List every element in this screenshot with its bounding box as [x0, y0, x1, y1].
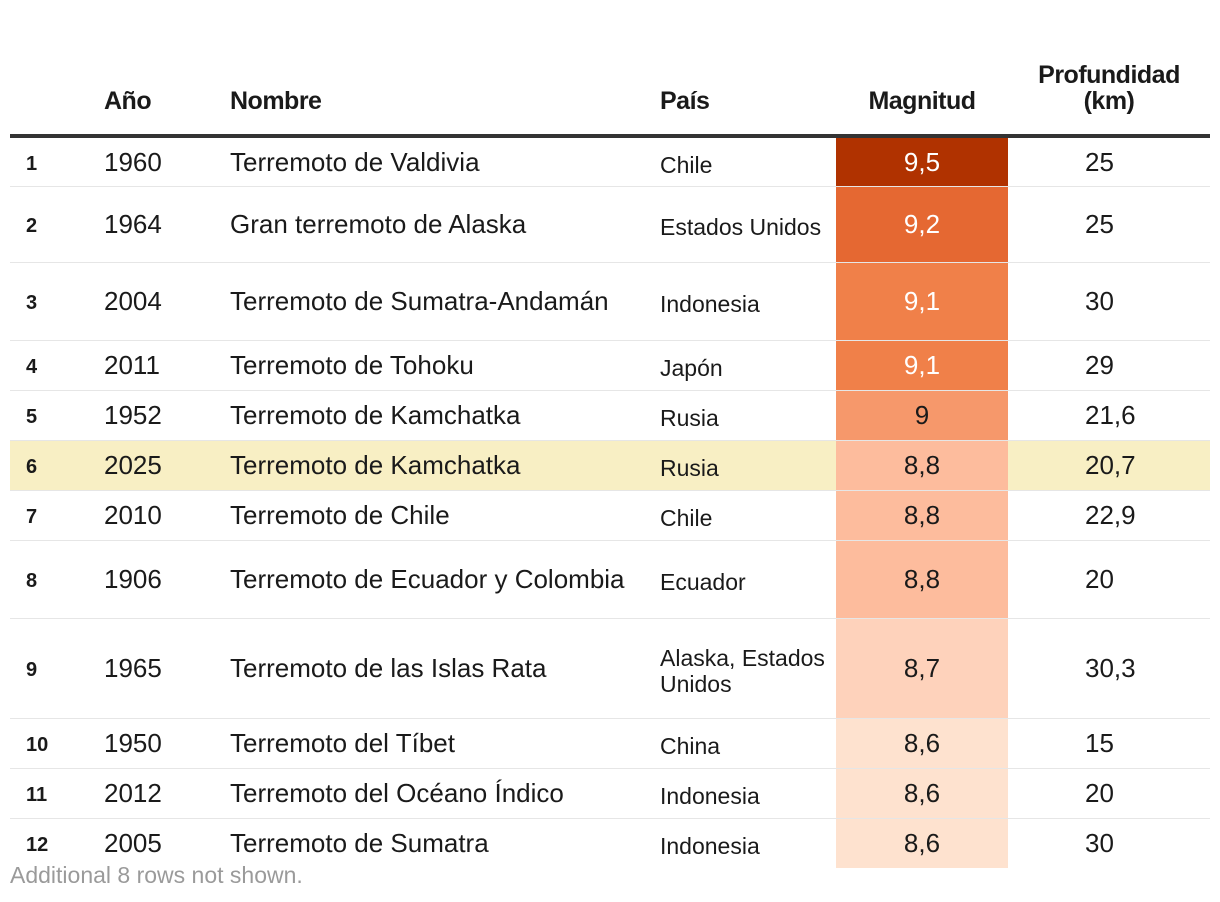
name-cell: Terremoto de Valdivia — [230, 136, 660, 187]
name-cell: Terremoto de las Islas Rata — [230, 618, 660, 719]
header-country: País — [660, 30, 836, 138]
table-row: 1 1960 Terremoto de Valdivia Chile 9,5 25 — [10, 136, 1210, 187]
year-cell: 1950 — [104, 718, 230, 769]
magnitude-cell: 9 — [836, 390, 1008, 441]
name-cell: Terremoto de Kamchatka — [230, 390, 660, 441]
magnitude-cell: 9,1 — [836, 340, 1008, 391]
table-body: 1 1960 Terremoto de Valdivia Chile 9,5 25 2 196… — [10, 136, 1210, 868]
rank-cell: 6 — [10, 440, 104, 491]
country-cell: Indonesia — [660, 768, 836, 819]
magnitude-cell: 9,2 — [836, 186, 1008, 263]
year-cell: 1906 — [104, 540, 230, 619]
country-cell: Chile — [660, 490, 836, 541]
table-row: 4 2011 Terremoto de Tohoku Japón 9,1 29 — [10, 340, 1210, 391]
depth-cell: 25 — [1008, 136, 1210, 187]
year-cell: 2011 — [104, 340, 230, 391]
table-row: 5 1952 Terremoto de Kamchatka Rusia 9 21,6 — [10, 390, 1210, 441]
country-cell: Indonesia — [660, 262, 836, 341]
header-depth-line2: (km) — [1083, 87, 1135, 115]
depth-cell: 30 — [1008, 262, 1210, 341]
table-row: 7 2010 Terremoto de Chile Chile 8,8 22,9 — [10, 490, 1210, 541]
country-cell: Estados Unidos — [660, 186, 836, 263]
header-magnitude: Magnitud — [836, 30, 1008, 138]
table-row: 6 2025 Terremoto de Kamchatka Rusia 8,8 20,7 — [10, 440, 1210, 491]
rank-cell: 1 — [10, 136, 104, 187]
country-cell: Japón — [660, 340, 836, 391]
country-cell: Ecuador — [660, 540, 836, 619]
depth-cell: 30 — [1085, 828, 1114, 859]
name-cell: Terremoto de Tohoku — [230, 340, 660, 391]
year-cell: 2004 — [104, 262, 230, 341]
country-cell: China — [660, 718, 836, 769]
table-row: 9 1965 Terremoto de las Islas Rata Alaska, … — [10, 618, 1210, 719]
rank-cell: 9 — [10, 618, 104, 719]
earthquake-table-container: Año Nombre País Magnitud Profundidad (km)… — [10, 30, 1210, 868]
header-row: Año Nombre País Magnitud Profundidad (km) — [10, 30, 1210, 138]
magnitude-cell: 8,6 — [836, 768, 1008, 819]
name-cell: Terremoto de Ecuador y Colombia — [230, 540, 660, 619]
year-cell: 2012 — [104, 768, 230, 819]
table-row: 3 2004 Terremoto de Sumatra-Andamán Indones… — [10, 262, 1210, 341]
header-year: Año — [104, 30, 230, 138]
depth-cell: 29 — [1008, 340, 1210, 391]
year-cell: 1960 — [104, 136, 230, 187]
country-cell: Indonesia — [660, 833, 760, 860]
name-cell: Terremoto del Tíbet — [230, 718, 660, 769]
depth-cell: 21,6 — [1008, 390, 1210, 441]
magnitude-cell: 8,7 — [836, 618, 1008, 719]
country-cell: Alaska, Estados Unidos — [660, 618, 836, 719]
table-row: 2 1964 Gran terremoto de Alaska Estados Uni… — [10, 186, 1210, 263]
rank-cell: 8 — [10, 540, 104, 619]
rank-cell: 2 — [10, 186, 104, 263]
depth-cell: 20 — [1008, 540, 1210, 619]
magnitude-cell: 9,1 — [836, 262, 1008, 341]
earthquake-table: Año Nombre País Magnitud Profundidad (km)… — [10, 30, 1210, 868]
rank-cell: 3 — [10, 262, 104, 341]
magnitude-cell: 8,6 — [836, 718, 1008, 769]
year-cell: 2010 — [104, 490, 230, 541]
rank-cell: 7 — [10, 490, 104, 541]
depth-cell: 20 — [1008, 768, 1210, 819]
header-depth-line1: Profundidad — [1038, 61, 1180, 89]
rank-cell: 4 — [10, 340, 104, 391]
magnitude-cell: 8,6 — [836, 818, 1008, 868]
table-row: 8 1906 Terremoto de Ecuador y Colombia Ecua… — [10, 540, 1210, 619]
name-cell: Terremoto de Kamchatka — [230, 440, 660, 491]
country-cell: Rusia — [660, 440, 836, 491]
year-cell: 1964 — [104, 186, 230, 263]
magnitude-cell: 9,5 — [836, 136, 1008, 187]
table-row: 11 2012 Terremoto del Océano Índico Indones… — [10, 768, 1210, 819]
depth-cell: 30,3 — [1008, 618, 1210, 719]
year-cell: 2025 — [104, 440, 230, 491]
name-cell: Terremoto de Sumatra — [230, 828, 489, 859]
magnitude-cell: 8,8 — [836, 490, 1008, 541]
header-name: Nombre — [230, 30, 660, 138]
name-cell: Terremoto de Sumatra-Andamán — [230, 262, 660, 341]
name-cell: Gran terremoto de Alaska — [230, 186, 660, 263]
header-depth: Profundidad (km) — [1008, 30, 1210, 138]
depth-cell: 15 — [1008, 718, 1210, 769]
depth-cell: 22,9 — [1008, 490, 1210, 541]
header-rank — [10, 30, 104, 138]
country-cell: Rusia — [660, 390, 836, 441]
year-cell: 1952 — [104, 390, 230, 441]
magnitude-cell: 8,8 — [836, 540, 1008, 619]
footnote: Additional 8 rows not shown. — [10, 862, 303, 888]
depth-cell: 25 — [1008, 186, 1210, 263]
rank-cell: 10 — [10, 718, 104, 769]
table-row: 10 1950 Terremoto del Tíbet China 8,6 15 — [10, 718, 1210, 769]
year-cell: 2005 — [104, 828, 162, 859]
country-cell: Chile — [660, 136, 836, 187]
rank-cell: 11 — [10, 768, 104, 819]
name-cell: Terremoto de Chile — [230, 490, 660, 541]
year-cell: 1965 — [104, 618, 230, 719]
name-cell: Terremoto del Océano Índico — [230, 768, 660, 819]
rank-cell: 12 — [26, 834, 49, 857]
magnitude-cell: 8,8 — [836, 440, 1008, 491]
table-row: 12 2005 Terremoto de Sumatra Indonesia 8,6 30 — [10, 818, 1210, 868]
depth-cell: 20,7 — [1008, 440, 1210, 491]
rank-cell: 5 — [10, 390, 104, 441]
